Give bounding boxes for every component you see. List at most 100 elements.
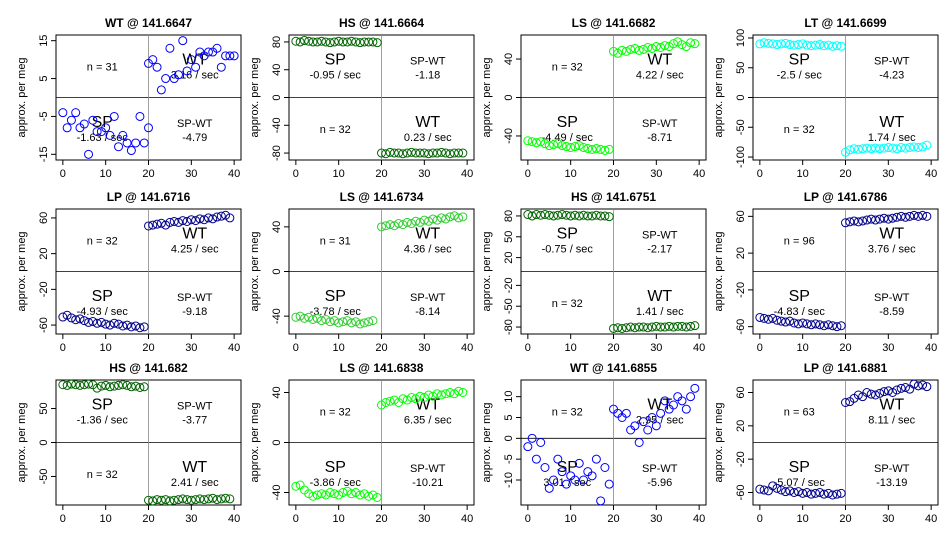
sp-point (785, 316, 795, 326)
sp-point (815, 488, 825, 497)
x-tick-label: 20 (375, 342, 387, 354)
wt-point (686, 321, 696, 331)
wt-point (668, 39, 678, 49)
x-tick-label: 10 (797, 513, 809, 525)
wt-point (660, 41, 670, 51)
wt-point (398, 220, 408, 230)
sp-point (355, 490, 365, 500)
sp-point (101, 319, 111, 329)
wt-point (870, 143, 880, 153)
y-tick-label: 80 (271, 36, 283, 48)
sp-point (84, 379, 94, 389)
sp-point (126, 322, 136, 332)
sp-label: SP (325, 459, 346, 476)
wt-point (651, 321, 661, 331)
wt-point (449, 389, 459, 399)
sp-point (823, 40, 833, 50)
wt-point (406, 393, 416, 402)
sp-point (338, 37, 348, 47)
sp-point (798, 39, 808, 49)
y-tick-label: 60 (735, 386, 747, 398)
sp-point (299, 36, 309, 46)
sp-point (832, 489, 842, 499)
sp-point (118, 321, 128, 331)
wt-rate-label: 3.76 / sec (868, 243, 916, 255)
sp-point (544, 210, 554, 220)
sp-point (798, 488, 808, 498)
sp-point (540, 139, 550, 149)
wt-point (922, 140, 932, 150)
sp-label: SP (92, 288, 113, 305)
chart-title: HS @ 141.6664 (339, 16, 424, 30)
sp-point (321, 490, 331, 500)
wt-point (913, 211, 923, 221)
wt-point (449, 148, 459, 158)
wt-point (677, 321, 687, 331)
wt-point (913, 143, 923, 152)
wt-point (191, 216, 201, 226)
wt-point (668, 400, 678, 410)
sp-point (806, 41, 816, 51)
y-tick-label: 50 (735, 62, 747, 74)
wt-point (686, 38, 696, 48)
x-tick-label: 20 (839, 168, 851, 180)
sp-point (828, 41, 838, 51)
chart-title: LS @ 141.6682 (572, 16, 656, 30)
sp-point (776, 39, 786, 49)
x-tick-label: 30 (650, 168, 662, 180)
wt-point (203, 47, 213, 57)
sp-point (122, 138, 132, 148)
wt-point (609, 323, 618, 333)
sp-point (304, 489, 314, 499)
y-tick-label: 0 (503, 94, 515, 100)
wt-point (436, 390, 446, 400)
sp-point (299, 313, 309, 323)
y-tick-label: 5 (503, 414, 515, 420)
wt-point (609, 46, 618, 56)
wt-point (165, 43, 175, 53)
sp-point (109, 381, 119, 391)
wt-point (870, 390, 880, 400)
wt-point (892, 385, 902, 395)
sp-point (570, 210, 580, 220)
sp-point (815, 40, 825, 50)
sp-point (802, 488, 812, 497)
sp-point (600, 463, 610, 472)
x-tick-label: 10 (565, 168, 577, 180)
sp-label: SP (557, 459, 578, 476)
x-tick-label: 20 (375, 168, 387, 180)
sp-point (536, 137, 546, 147)
wt-point (221, 51, 231, 61)
y-tick-label: 50 (38, 402, 50, 414)
chart-panel: WT @ 141.6647 0 10 20 30 40 -15 -5 5 15 approx. pe… (16, 16, 242, 180)
wt-point (875, 388, 885, 398)
x-tick-label: 20 (142, 342, 154, 354)
wt-point (178, 216, 188, 226)
y-tick-label: 40 (503, 53, 515, 65)
wt-point (879, 387, 889, 397)
y-tick-label: -60 (735, 319, 747, 335)
sp-point (768, 481, 778, 491)
sp-point (317, 489, 327, 499)
wt-rate-label: 0.23 / sec (404, 132, 452, 144)
sp-label: SP (789, 459, 810, 476)
sp-point (304, 36, 314, 46)
sp-point (781, 487, 791, 497)
x-tick-label: 20 (607, 342, 619, 354)
sp-point (587, 211, 597, 221)
sp-point (789, 318, 799, 328)
wt-point (896, 383, 906, 393)
y-axis-label: approx. per meg (481, 402, 493, 482)
wt-point (651, 421, 661, 431)
y-axis-label: approx. per meg (481, 231, 493, 311)
sp-point (92, 127, 102, 137)
wt-point (381, 149, 391, 159)
sp-wt-value: -4.79 (182, 132, 207, 144)
sp-wt-label: SP-WT (642, 229, 678, 241)
sp-point (325, 488, 335, 497)
y-tick-label: 0 (503, 435, 515, 441)
wt-point (225, 51, 235, 61)
y-tick-label: 80 (503, 210, 515, 222)
x-tick-label: 30 (185, 168, 197, 180)
x-tick-label: 40 (693, 513, 705, 525)
